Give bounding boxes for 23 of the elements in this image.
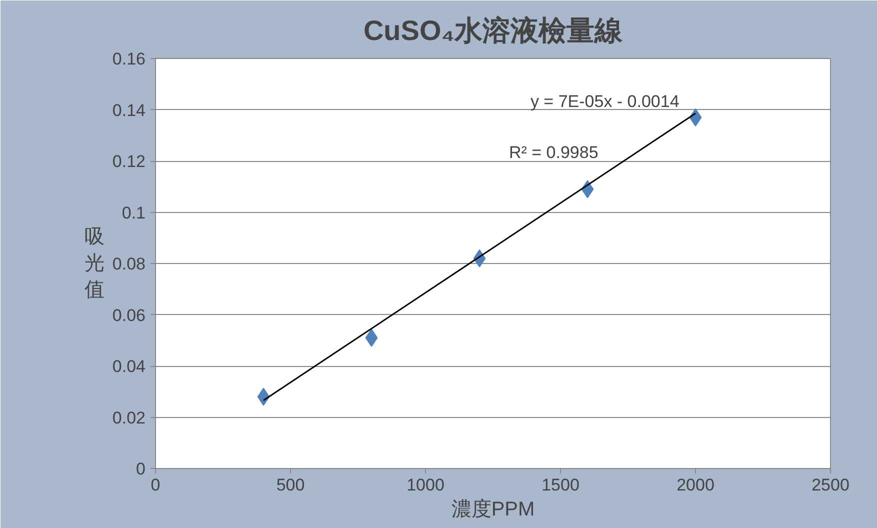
x-tick-label: 1000 — [406, 476, 444, 494]
annotation: y = 7E-05x - 0.0014 — [530, 92, 680, 111]
y-tick-label: 0 — [136, 460, 146, 478]
y-tick-label: 0.08 — [112, 254, 146, 274]
y-tick-label: 0.06 — [112, 306, 146, 325]
y-axis-title: 吸光值 — [84, 226, 104, 301]
x-tick-label: 0 — [150, 476, 160, 494]
y-tick-label: 0.16 — [112, 50, 146, 68]
x-tick-label: 2500 — [812, 476, 850, 494]
point — [365, 328, 378, 347]
y-tick-label: 0.14 — [112, 100, 146, 120]
x-axis-title: 濃度PPM — [451, 498, 535, 520]
y-tick-label: 0.04 — [112, 357, 146, 376]
y-tick-label: 0.02 — [112, 408, 146, 428]
y-tick-label: 0.1 — [122, 203, 146, 222]
x-tick-label: 1500 — [542, 476, 580, 494]
point — [257, 388, 270, 406]
point — [689, 108, 702, 126]
annotation: R² = 0.9985 — [508, 143, 598, 162]
x-tick-label: 500 — [276, 476, 305, 494]
chart-title: CuSO₄水溶液檢量線 — [363, 15, 624, 46]
y-tick-label: 0.12 — [112, 152, 146, 171]
x-tick-label: 2000 — [676, 476, 714, 494]
